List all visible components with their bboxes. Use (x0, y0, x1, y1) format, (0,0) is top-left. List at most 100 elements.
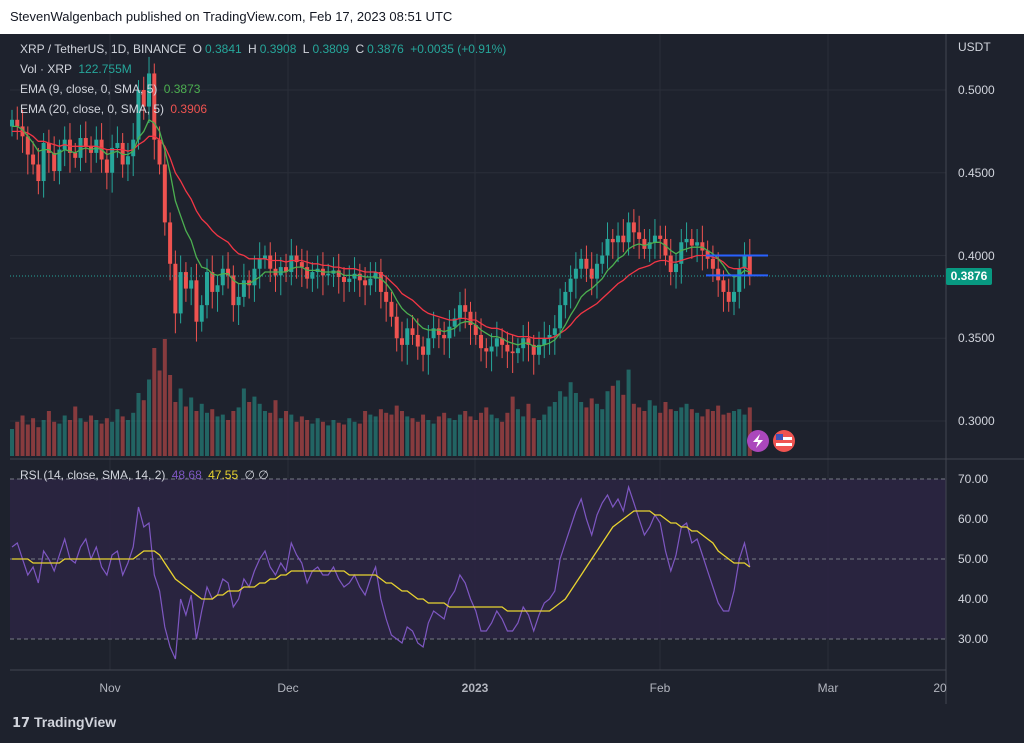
candle-body (631, 222, 636, 233)
volume-bar (331, 420, 336, 456)
volume-bar (621, 394, 626, 456)
volume-bar (131, 412, 136, 456)
volume-bar (700, 416, 705, 456)
candle-body (452, 318, 457, 327)
volume-bar (15, 421, 20, 456)
volume-bar (94, 420, 99, 456)
candle-body (284, 267, 289, 273)
candle-body (199, 305, 204, 322)
candle-body (357, 273, 362, 281)
candle-body (642, 238, 647, 249)
tradingview-logo[interactable]: 𝟭𝟳 TradingView (12, 714, 116, 731)
volume-bar (157, 370, 162, 456)
candle-body (552, 328, 557, 335)
volume-bar (310, 423, 315, 456)
volume-bar (695, 412, 700, 456)
volume-bar (526, 403, 531, 456)
volume-bar (405, 416, 410, 456)
symbol-legend: XRP / TetherUS, 1D, BINANCE O 0.3841 H 0.3… (20, 42, 507, 56)
candle-body (505, 344, 510, 352)
volume-bar (210, 409, 215, 456)
volume-bar (747, 407, 752, 456)
candle-body (52, 152, 57, 172)
candle-body (73, 152, 78, 158)
volume-bar (579, 402, 584, 456)
candle-body (531, 344, 536, 355)
candle-body (131, 139, 136, 157)
candle-body (294, 255, 299, 263)
candle-body (510, 351, 515, 354)
candle-body (579, 258, 584, 269)
volume-bar (220, 414, 225, 456)
volume-bar (431, 423, 436, 456)
candle-body (594, 263, 599, 279)
volume-bar (136, 393, 141, 456)
volume-bar (152, 348, 157, 456)
price-tick-label: 0.3500 (958, 331, 995, 346)
volume-bar (436, 416, 441, 456)
candle-body (652, 235, 657, 243)
volume-bar (742, 414, 747, 456)
candle-body (679, 242, 684, 264)
tv-logo-icon: 𝟭𝟳 (12, 715, 31, 730)
candle-body (289, 255, 294, 273)
candle-body (268, 255, 273, 269)
candle-body (468, 311, 473, 326)
candle-body (747, 255, 752, 276)
chart-canvas[interactable]: Nov Dec 2023 Feb Mar 20 (0, 34, 1024, 704)
price-tick-label: 0.3000 (958, 414, 995, 428)
volume-bar (573, 393, 578, 456)
candle-body (110, 147, 115, 173)
volume-bar (558, 391, 563, 456)
volume-bar (252, 396, 257, 456)
candle-body (442, 334, 447, 339)
volume-bar (173, 402, 178, 456)
candle-body (457, 305, 462, 319)
volume-bar (605, 391, 610, 456)
volume-bar (563, 396, 568, 456)
news-icons[interactable] (747, 430, 795, 452)
volume-bar (305, 420, 310, 456)
volume-bar (347, 418, 352, 456)
candle-body (36, 164, 41, 182)
volume-legend: Vol · XRP 122.755M (20, 62, 132, 76)
candle-body (663, 238, 668, 256)
candle-body (426, 338, 431, 355)
volume-bar (721, 414, 726, 456)
volume-bar (226, 420, 231, 456)
candle-body (104, 159, 109, 173)
volume-bar (399, 411, 404, 456)
us-flag-icon[interactable] (773, 430, 795, 452)
candle-body (410, 328, 415, 335)
candle-body (347, 278, 352, 282)
volume-bar (594, 403, 599, 456)
candle-body (252, 268, 257, 286)
candle-body (421, 346, 426, 355)
volume-bar (62, 415, 67, 456)
volume-bar (505, 412, 510, 456)
rsi-tick-label: 40.00 (958, 592, 989, 606)
candle-body (542, 338, 547, 345)
volume-bar (204, 412, 209, 456)
candle-body (695, 242, 700, 246)
volume-bar (510, 396, 515, 456)
volume-bar (589, 398, 594, 456)
volume-bar (231, 411, 236, 456)
candle-body (215, 285, 220, 292)
volume-bar (194, 411, 199, 456)
volume-bar (278, 418, 283, 456)
volume-bar (600, 409, 605, 456)
candle-body (479, 334, 484, 349)
volume-bar (10, 429, 14, 456)
time-label: Dec (277, 681, 298, 695)
candle-body (726, 291, 731, 302)
volume-bar (689, 409, 694, 456)
candle-body (431, 328, 436, 339)
rsi-legend: RSI (14, close, SMA, 14, 2) 48.68 47.55 … (20, 468, 269, 482)
volume-bar (489, 414, 494, 456)
volume-bar (521, 416, 526, 456)
candle-body (336, 270, 341, 278)
volume-bar (342, 424, 347, 456)
volume-bar (110, 421, 115, 456)
volume-bar (737, 409, 742, 456)
